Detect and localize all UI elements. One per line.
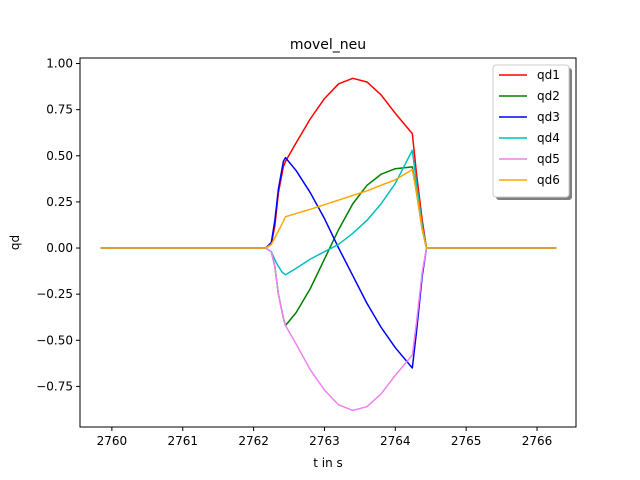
legend-label-qd3: qd3: [537, 110, 560, 124]
x-tick-label: 2764: [380, 434, 411, 448]
legend-label-qd1: qd1: [537, 68, 560, 82]
series-line-qd3: [100, 156, 557, 369]
x-axis-label: t in s: [313, 456, 343, 470]
y-tick-label: 1.00: [46, 57, 73, 71]
legend-box: [492, 64, 570, 198]
x-tick-label: 2763: [309, 434, 340, 448]
x-tick-label: 2762: [238, 434, 269, 448]
x-tick-label: 2766: [522, 434, 553, 448]
x-tick-label: 2765: [451, 434, 482, 448]
y-tick-label: 0.00: [46, 241, 73, 255]
series-line-qd2: [100, 166, 557, 327]
series-line-qd4: [100, 149, 557, 276]
y-axis: −0.75 −0.50 −0.25 0.00 0.25 0.50 0.75 1.00: [36, 57, 80, 393]
plot-area: [100, 77, 557, 412]
series-line-qd5: [100, 247, 557, 412]
legend-label-qd5: qd5: [537, 152, 560, 166]
series-line-qd1: [100, 77, 557, 249]
y-tick-label: 0.50: [46, 149, 73, 163]
series-line-qd6: [100, 168, 557, 249]
y-axis-label: qd: [8, 235, 22, 250]
y-tick-label: −0.75: [36, 379, 73, 393]
x-axis: 2760 2761 2762 2763 2764 2765 2766: [97, 427, 553, 448]
legend-label-qd6: qd6: [537, 173, 560, 187]
x-tick-label: 2761: [167, 434, 198, 448]
y-tick-label: 0.25: [46, 195, 73, 209]
y-tick-label: −0.25: [36, 287, 73, 301]
chart-title: movel_neu: [290, 37, 366, 53]
x-tick-label: 2760: [97, 434, 128, 448]
legend: qd1 qd2 qd3 qd4 qd5 qd6: [492, 64, 572, 200]
legend-label-qd2: qd2: [537, 89, 560, 103]
legend-label-qd4: qd4: [537, 131, 560, 145]
y-tick-label: −0.50: [36, 333, 73, 347]
y-tick-label: 0.75: [46, 103, 73, 117]
plot-frame: [79, 57, 577, 428]
